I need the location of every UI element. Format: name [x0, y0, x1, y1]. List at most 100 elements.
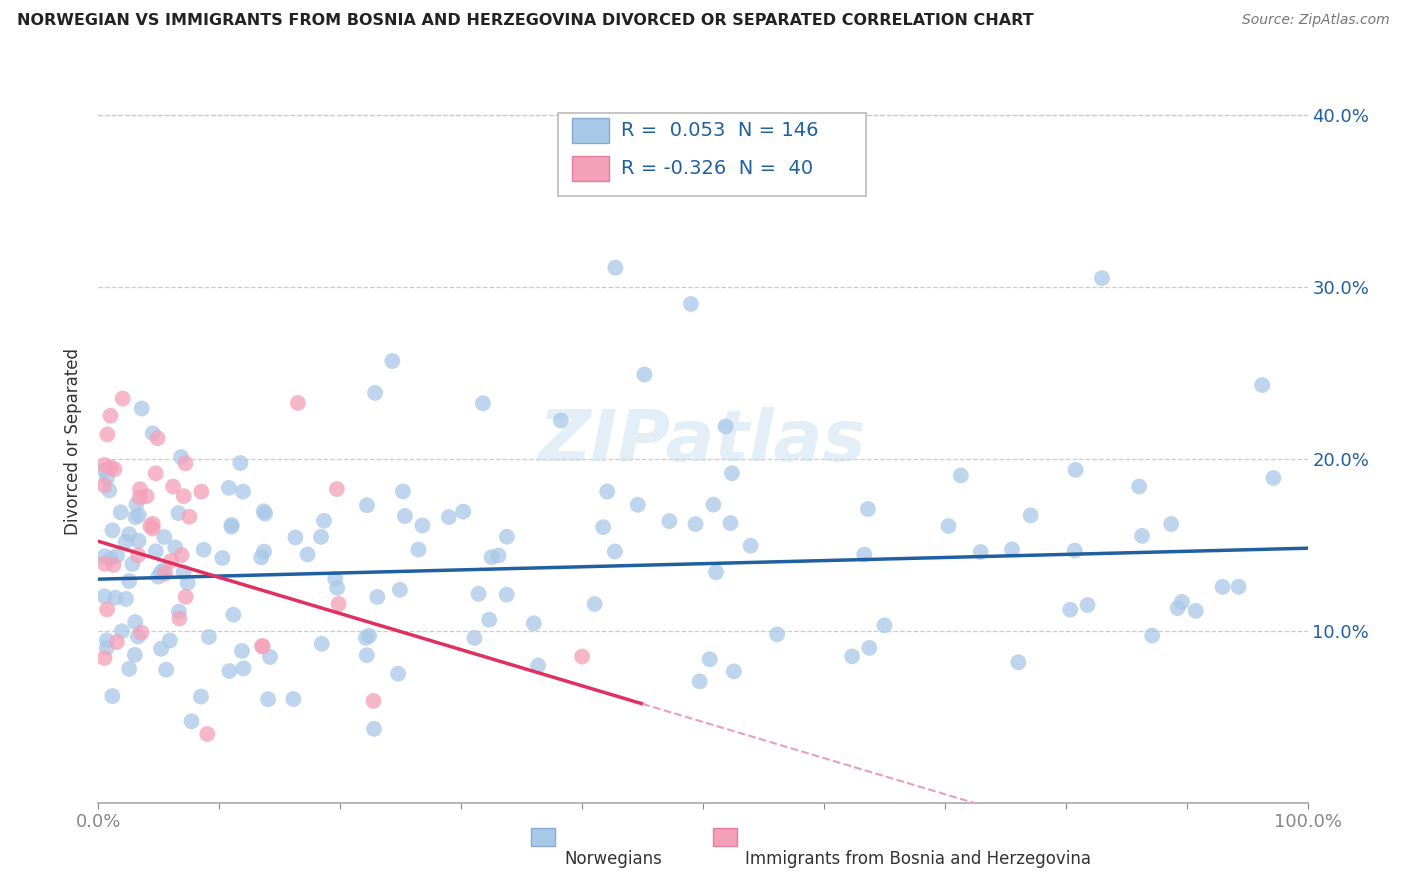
Point — [221, 519, 243, 533]
FancyBboxPatch shape — [558, 112, 866, 196]
Point — [105, 635, 128, 649]
Point — [309, 530, 332, 544]
Y-axis label: Divorced or Separated: Divorced or Separated — [65, 348, 83, 535]
Point — [463, 631, 485, 645]
Point — [467, 587, 489, 601]
Point — [104, 591, 127, 605]
Point — [853, 548, 876, 562]
Point — [495, 588, 517, 602]
Point — [250, 550, 273, 565]
Point — [702, 498, 724, 512]
Point — [1059, 602, 1081, 616]
Point — [284, 531, 307, 545]
Point — [356, 648, 378, 663]
Point — [100, 460, 122, 475]
Point — [103, 462, 125, 476]
Point — [135, 489, 157, 503]
Point — [198, 630, 221, 644]
Point — [388, 582, 411, 597]
Point — [103, 558, 125, 572]
Point — [162, 480, 184, 494]
Point — [392, 484, 415, 499]
Point — [142, 521, 165, 535]
Point — [354, 631, 377, 645]
Text: Norwegians: Norwegians — [564, 850, 662, 868]
Point — [481, 550, 503, 565]
Point — [1227, 580, 1250, 594]
Point — [394, 509, 416, 524]
Point — [1001, 542, 1024, 557]
Point — [1167, 601, 1189, 615]
Point — [689, 674, 711, 689]
Point — [366, 590, 388, 604]
Point — [496, 530, 519, 544]
Point — [131, 625, 153, 640]
Point — [232, 484, 254, 499]
Point — [170, 548, 193, 562]
Point — [1128, 479, 1150, 493]
Point — [105, 549, 128, 563]
Point — [176, 575, 198, 590]
Point — [111, 624, 134, 639]
Point — [1251, 378, 1274, 392]
Point — [96, 640, 118, 655]
Point — [93, 557, 115, 571]
Point — [723, 665, 745, 679]
Point — [596, 484, 619, 499]
Point — [938, 519, 960, 533]
Point — [118, 662, 141, 676]
Point — [173, 489, 195, 503]
Point — [605, 260, 627, 275]
Point — [153, 530, 176, 544]
Point — [326, 482, 349, 496]
Point — [153, 563, 176, 577]
Text: Source: ZipAtlas.com: Source: ZipAtlas.com — [1241, 13, 1389, 28]
Point — [357, 629, 380, 643]
Point — [949, 468, 972, 483]
Point — [259, 650, 281, 665]
Point — [118, 527, 141, 541]
FancyBboxPatch shape — [572, 156, 609, 181]
Point — [173, 566, 195, 580]
Point — [221, 517, 243, 532]
Point — [363, 722, 385, 736]
Point — [170, 450, 193, 464]
Point — [145, 544, 167, 558]
Point — [527, 658, 550, 673]
Point — [153, 566, 176, 581]
Point — [720, 516, 742, 530]
Point — [550, 413, 572, 427]
Point — [93, 478, 115, 492]
Point — [326, 581, 349, 595]
Point — [218, 481, 240, 495]
Point — [118, 574, 141, 588]
Text: Immigrants from Bosnia and Herzegovina: Immigrants from Bosnia and Herzegovina — [745, 850, 1091, 868]
Point — [721, 467, 744, 481]
Text: R =  0.053  N = 146: R = 0.053 N = 146 — [621, 120, 818, 140]
Point — [1063, 543, 1085, 558]
Point — [174, 456, 197, 470]
Point — [312, 514, 335, 528]
Point — [174, 590, 197, 604]
Point — [231, 644, 253, 658]
Point — [1076, 598, 1098, 612]
Point — [93, 590, 115, 604]
Point — [740, 539, 762, 553]
Point — [93, 463, 115, 477]
Point — [159, 633, 181, 648]
Point — [253, 504, 276, 518]
Point — [98, 483, 121, 498]
Point — [229, 456, 252, 470]
Text: ZIPatlas: ZIPatlas — [540, 407, 866, 476]
Point — [129, 482, 152, 496]
Point — [679, 297, 702, 311]
Point — [1212, 580, 1234, 594]
Point — [218, 664, 240, 678]
Point — [1185, 604, 1208, 618]
Point — [114, 534, 136, 549]
Point — [858, 640, 880, 655]
Point — [96, 471, 118, 485]
Point — [115, 591, 138, 606]
Point — [101, 689, 124, 703]
Point — [110, 505, 132, 519]
